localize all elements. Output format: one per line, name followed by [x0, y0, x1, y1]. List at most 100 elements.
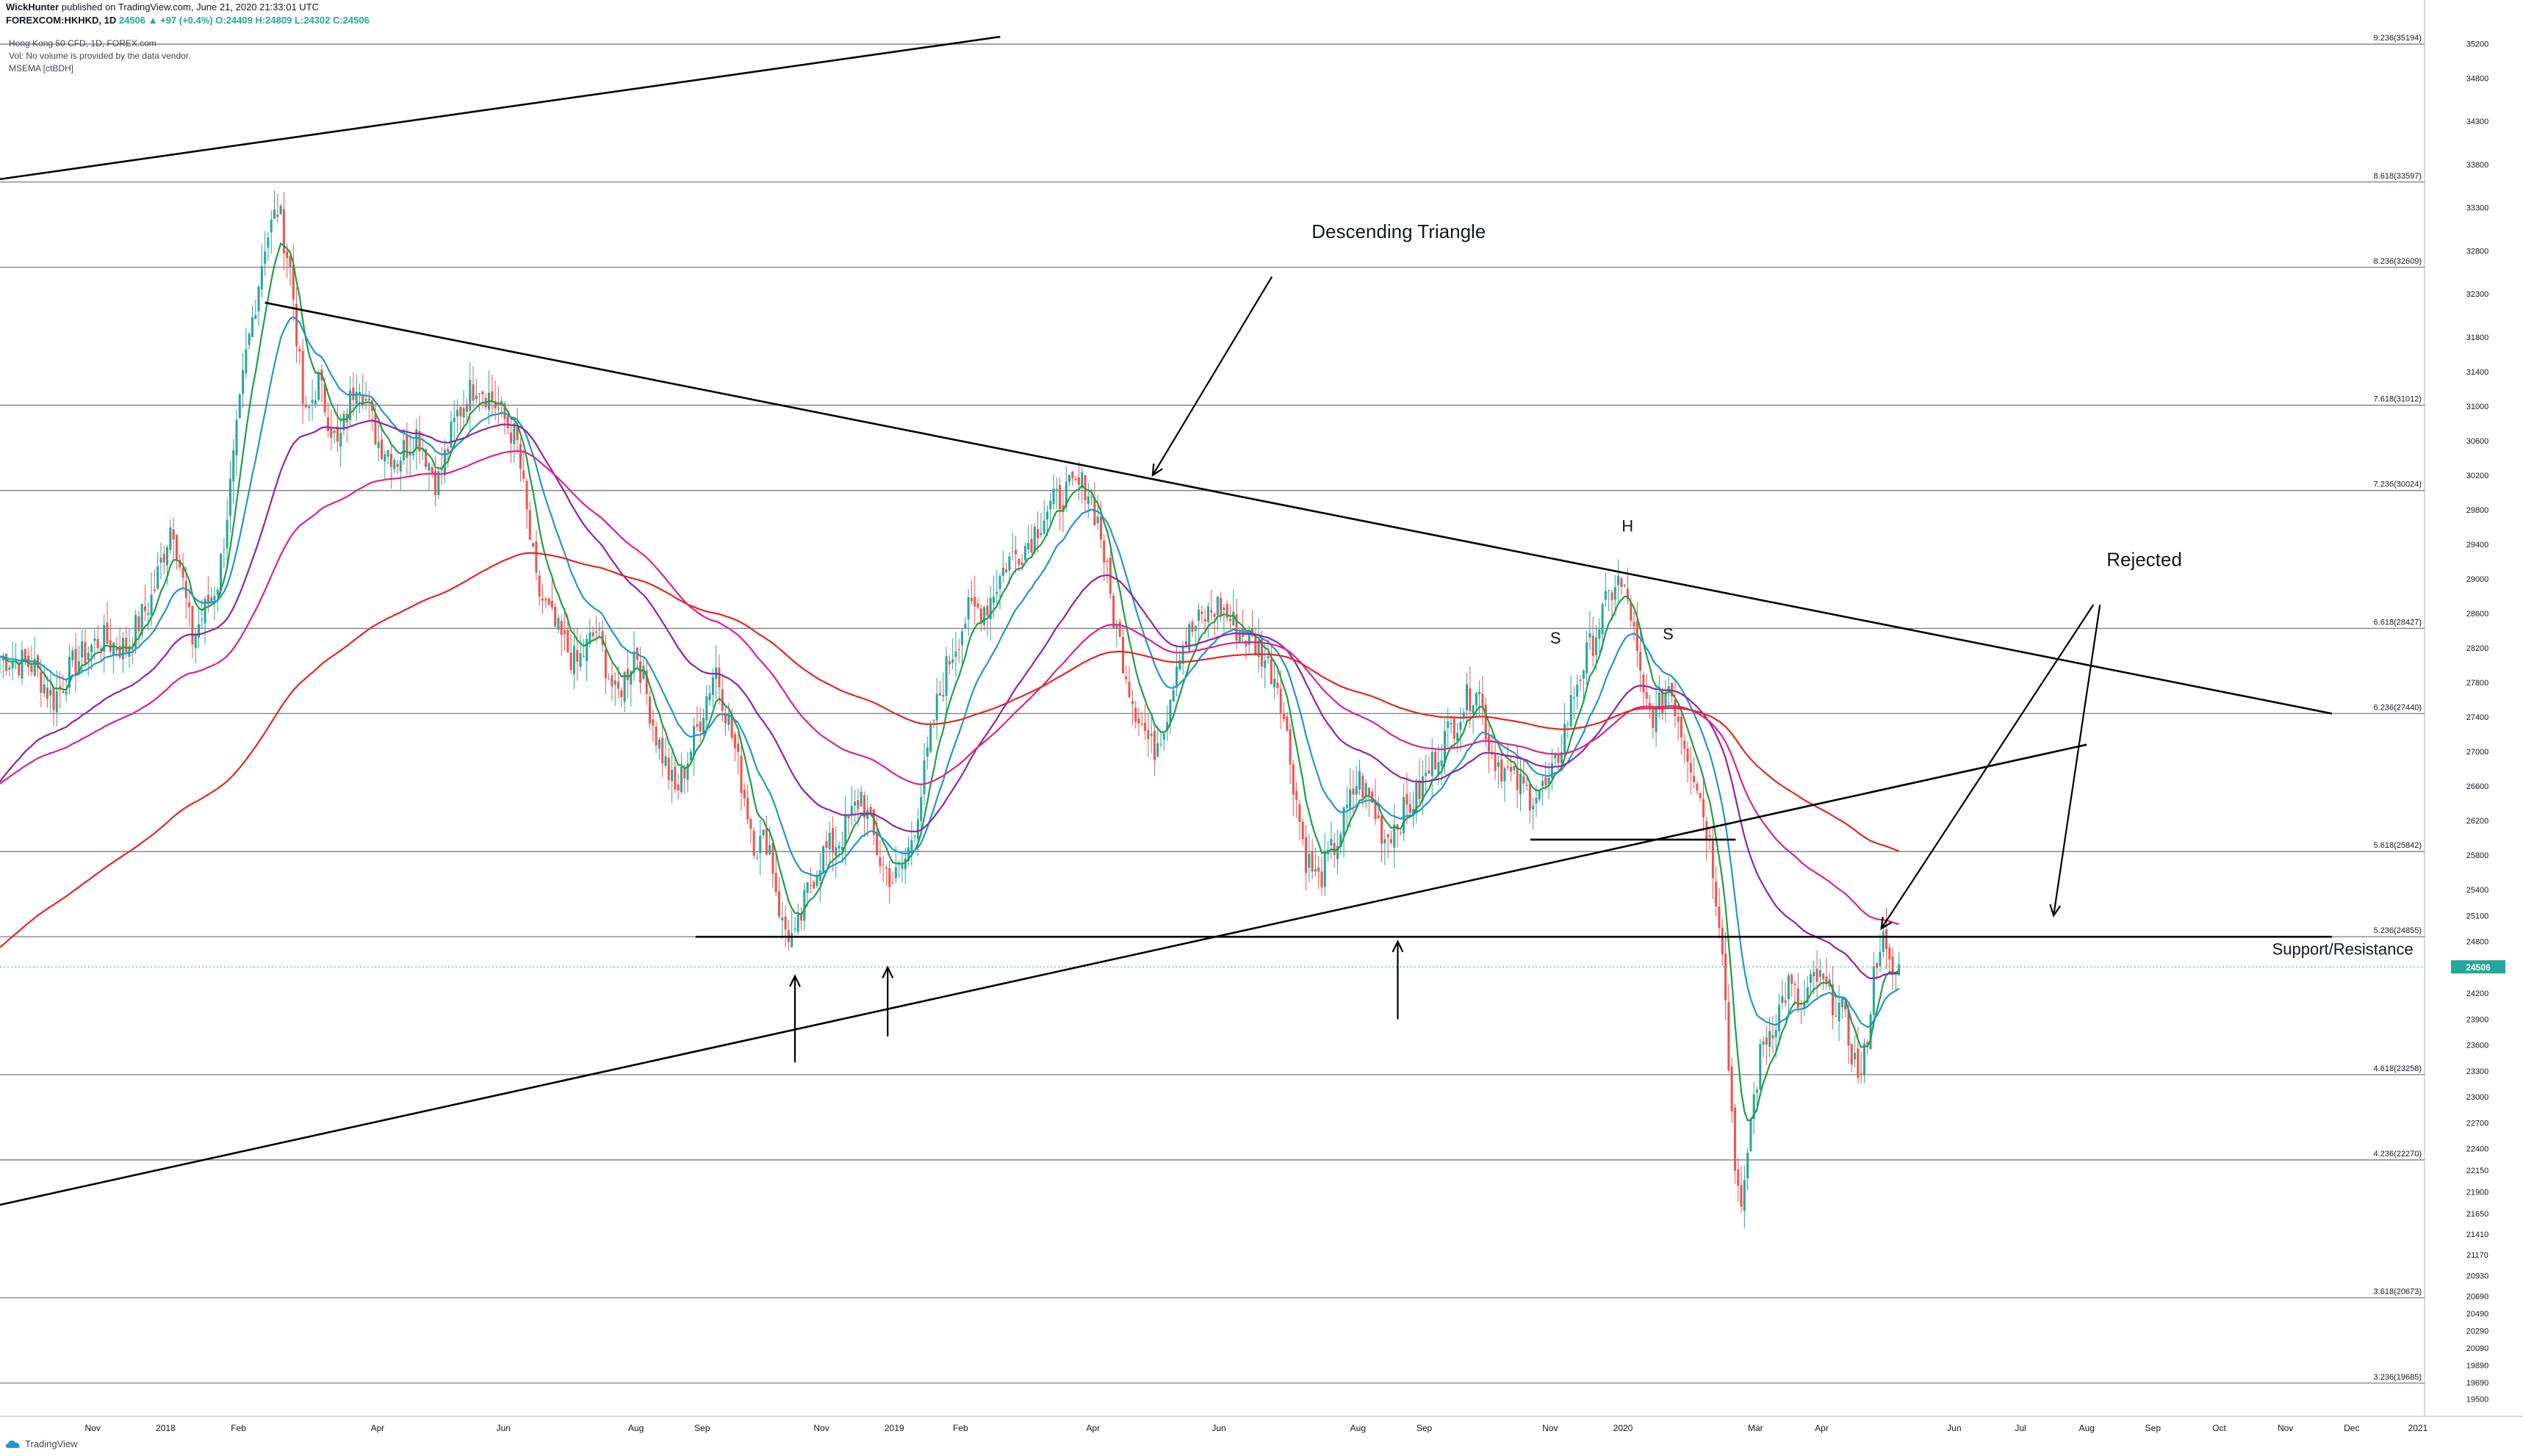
- candle-body: [188, 602, 191, 608]
- candle-body: [1301, 821, 1304, 840]
- candle-body: [1232, 611, 1235, 626]
- price-tick-label: 23300: [2466, 1067, 2489, 1076]
- candle-body: [689, 751, 692, 760]
- price-tick-label: 19890: [2466, 1362, 2489, 1371]
- candle-body: [1708, 835, 1711, 837]
- support-arrow-1-head: [882, 965, 894, 979]
- fib-level-label: 5.236(24855): [2374, 926, 2422, 935]
- candle-body: [929, 723, 932, 752]
- candle-body: [1305, 837, 1308, 873]
- candle-body: [87, 652, 90, 660]
- candle-body: [494, 401, 497, 408]
- candle-body: [317, 372, 320, 400]
- candle-body: [876, 832, 879, 855]
- candle-body: [65, 691, 68, 695]
- candle-body: [169, 527, 172, 550]
- candle-body: [286, 251, 289, 259]
- candle-body: [1759, 1044, 1762, 1090]
- candle-body: [1503, 768, 1506, 782]
- candle-body: [1040, 533, 1043, 536]
- candle-body: [491, 391, 494, 403]
- candle-body: [538, 575, 541, 597]
- legend-indicator[interactable]: MSEMA [ctBDH]: [9, 63, 74, 73]
- price-tick-label: 30200: [2466, 472, 2489, 480]
- candle-body: [1645, 692, 1648, 699]
- candle-body: [572, 646, 575, 674]
- candle-body: [1774, 1029, 1777, 1037]
- candle-body: [699, 721, 702, 732]
- candle-body: [793, 929, 796, 930]
- candle-body: [1430, 752, 1433, 776]
- candle-body: [465, 403, 468, 412]
- candle-body: [68, 657, 71, 688]
- candle-body: [153, 589, 156, 591]
- tradingview-brand[interactable]: TradingView: [6, 1438, 78, 1449]
- candle-body: [535, 541, 538, 573]
- candle-body: [228, 478, 231, 516]
- candle-body: [1228, 619, 1231, 621]
- candle-body: [1472, 705, 1475, 715]
- candle-body: [1421, 776, 1424, 801]
- candle-body: [90, 645, 93, 653]
- candle-body: [860, 792, 863, 807]
- candle-body: [96, 639, 99, 649]
- candle-body: [1450, 723, 1453, 725]
- candle-body: [93, 638, 96, 641]
- legend-title: Hong Kong 50 CFD, 1D, FOREX.com: [9, 38, 156, 48]
- price-tick-label: 32300: [2466, 290, 2489, 299]
- candle-body: [683, 768, 686, 779]
- candle-body: [304, 404, 307, 408]
- candle-body: [718, 667, 721, 688]
- price-tick-label: 24800: [2466, 938, 2489, 947]
- candle-body: [1386, 834, 1389, 837]
- candle-body: [1295, 790, 1298, 800]
- candle-body: [1434, 752, 1437, 770]
- candle-body: [43, 684, 46, 694]
- time-tick-label: Jun: [497, 1423, 511, 1433]
- candle-body: [711, 677, 714, 695]
- candle-body: [1872, 966, 1875, 1015]
- candle-body: [1437, 762, 1440, 775]
- ema-line: [0, 552, 1900, 948]
- candle-body: [642, 666, 645, 680]
- candle-body: [1655, 707, 1658, 732]
- candle-body: [1153, 731, 1156, 760]
- candle-body: [1686, 749, 1689, 762]
- candle-body: [1803, 1001, 1806, 1008]
- candle-body: [769, 845, 771, 854]
- candle-body: [1623, 584, 1626, 586]
- candle-body: [608, 679, 611, 680]
- candle-body: [99, 648, 102, 651]
- candle-body: [1740, 1185, 1743, 1207]
- candle-body: [361, 394, 364, 406]
- fib-level-label: 9.236(35194): [2374, 34, 2422, 43]
- time-tick-label: Jul: [2015, 1423, 2026, 1433]
- price-tick-label: 22400: [2466, 1145, 2489, 1154]
- time-tick-label: Sep: [1417, 1423, 1433, 1433]
- candle-body: [1235, 614, 1238, 641]
- candle-body: [1453, 718, 1455, 739]
- candle-body: [254, 315, 257, 319]
- candle-body: [197, 624, 200, 638]
- symbol-label: FOREXCOM:HKHKD, 1D: [6, 15, 117, 26]
- time-tick-label: Jun: [1212, 1423, 1225, 1433]
- time-tick-label: Apr: [371, 1423, 385, 1433]
- candle-body: [437, 471, 440, 495]
- candle-body: [238, 394, 241, 419]
- candle-body: [355, 392, 358, 404]
- candle-body: [411, 453, 414, 455]
- candle-body: [172, 529, 175, 540]
- candle-body: [964, 623, 967, 628]
- candle-body: [1181, 646, 1184, 664]
- candle-body: [1557, 753, 1560, 763]
- candle-body: [576, 649, 579, 662]
- triangle-top: [264, 301, 2333, 715]
- price-tick-label: 31400: [2466, 368, 2489, 377]
- candle-body: [1282, 713, 1285, 719]
- price-tick-label: 19500: [2466, 1395, 2489, 1404]
- candle-body: [330, 428, 333, 438]
- candle-body: [1888, 947, 1891, 960]
- candle-body: [973, 597, 976, 607]
- candle-body: [81, 641, 84, 658]
